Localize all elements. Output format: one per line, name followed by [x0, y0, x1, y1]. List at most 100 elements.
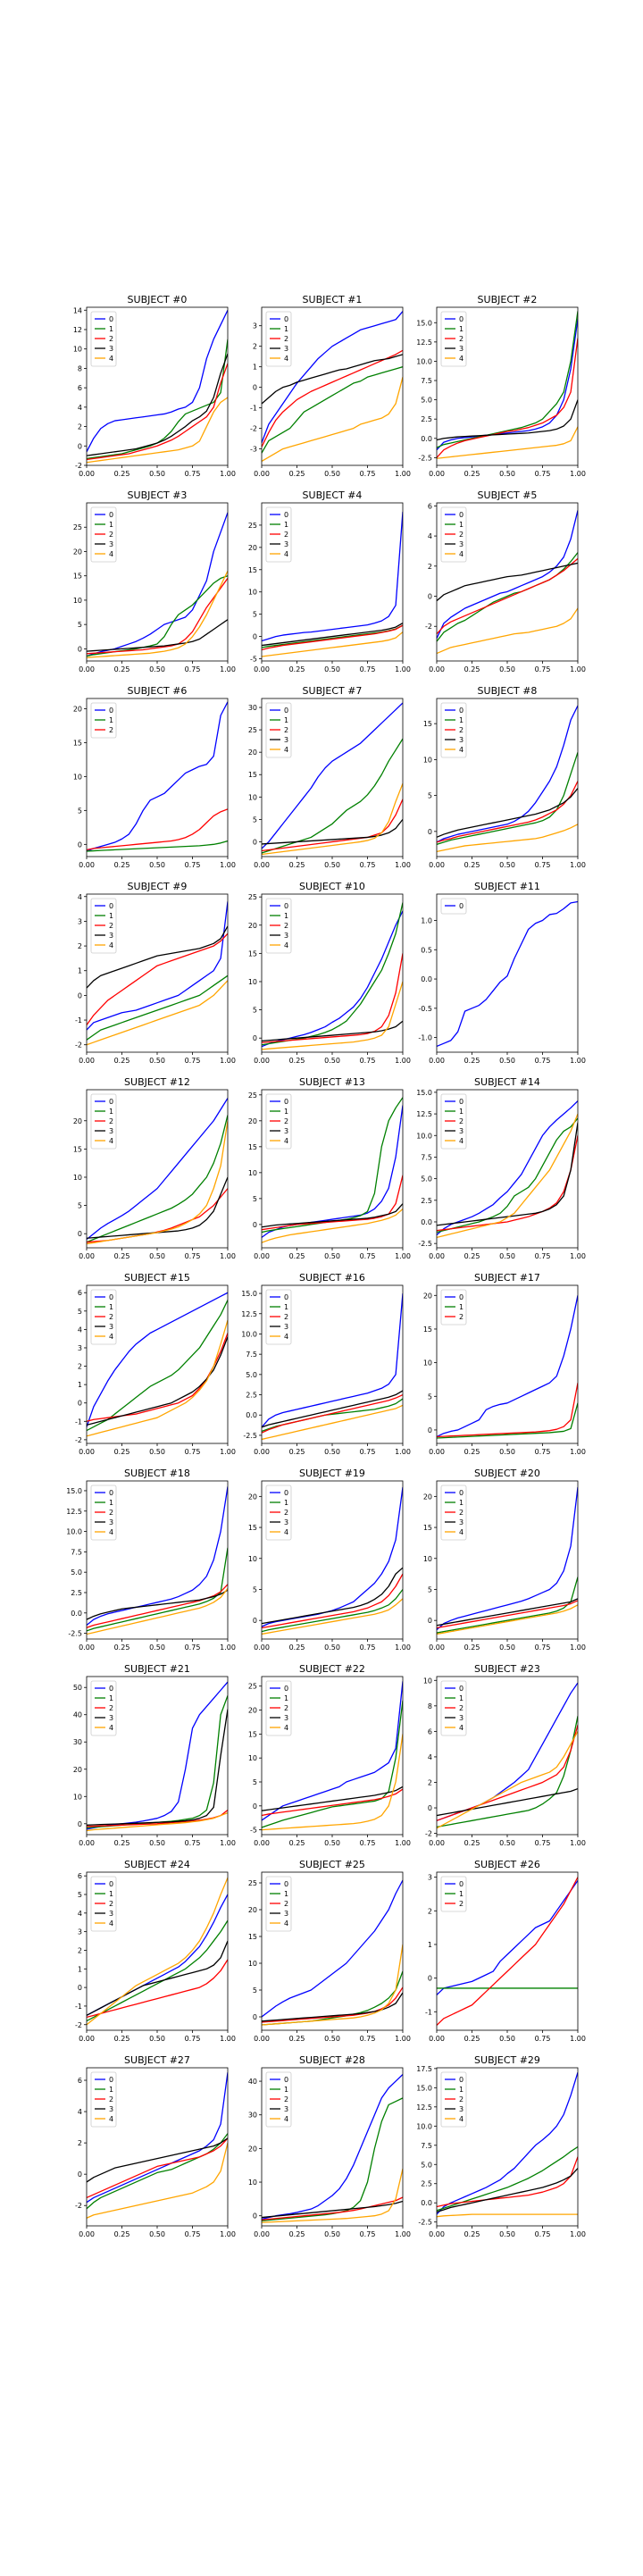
subplot-title: SUBJECT #28 — [299, 2054, 365, 2066]
series-line-3 — [437, 1598, 578, 1627]
legend-label: 4 — [459, 1137, 463, 1145]
y-tick-label: 0 — [253, 1221, 257, 1229]
x-tick-label: 0.50 — [324, 1057, 340, 1065]
x-tick-label: 0.00 — [429, 1448, 445, 1456]
subplot-title: SUBJECT #16 — [299, 1272, 365, 1284]
subplot-title: SUBJECT #27 — [124, 2054, 190, 2066]
legend-label: 0 — [284, 1880, 288, 1888]
y-tick-label: 15 — [248, 949, 257, 958]
series-line-2 — [87, 1810, 228, 1827]
legend-label: 1 — [459, 1303, 463, 1311]
subplot-title: SUBJECT #4 — [303, 489, 363, 501]
y-tick-label: 3 — [78, 1928, 82, 1936]
legend-label: 4 — [459, 2115, 463, 2123]
y-tick-label: -1 — [75, 2003, 82, 2011]
legend-label: 1 — [109, 325, 113, 333]
y-tick-label: -2 — [75, 1436, 82, 1444]
series-line-2 — [262, 1788, 403, 1817]
series-line-2 — [262, 349, 403, 447]
y-tick-label: 15.0 — [416, 2084, 432, 2092]
x-tick-label: 0.25 — [464, 861, 480, 869]
x-tick-label: 0.75 — [535, 1057, 551, 1065]
series-line-2 — [437, 1877, 578, 2026]
series-line-4 — [262, 631, 403, 657]
y-tick-label: -1.0 — [418, 1034, 432, 1042]
y-tick-label: 5 — [253, 1585, 257, 1593]
x-tick-label: 1.00 — [570, 1252, 586, 1260]
y-tick-label: 0 — [78, 1820, 82, 1828]
y-tick-label: 2 — [78, 1363, 82, 1371]
subplot-subject-29: SUBJECT #29 -2.5 0.0 2.5 5.0 7.5 10.0 12.5 15.0 1… — [416, 2054, 586, 2238]
series-line-1 — [262, 366, 403, 454]
y-tick-label: 12.5 — [416, 1110, 432, 1118]
series-group — [262, 1681, 403, 1831]
legend-label: 4 — [109, 2115, 113, 2123]
x-tick-label: 0.50 — [324, 1839, 340, 1847]
legend-label: 0 — [284, 902, 288, 910]
series-line-2 — [262, 1573, 403, 1629]
x-tick-label: 0.50 — [149, 665, 165, 673]
y-tick-label: 15.0 — [66, 1487, 82, 1495]
legend-label: 3 — [284, 345, 288, 353]
series-line-0 — [87, 901, 228, 1031]
y-tick-label: 4 — [78, 2108, 82, 2116]
legend-label: 4 — [459, 1528, 463, 1536]
legend-label: 4 — [109, 1137, 113, 1145]
subplot-title: SUBJECT #12 — [124, 1076, 190, 1088]
y-tick-label: 10 — [248, 1169, 257, 1177]
legend-label: 4 — [459, 550, 463, 558]
x-tick-label: 1.00 — [570, 861, 586, 869]
subplot-title: SUBJECT #13 — [299, 1076, 365, 1088]
x-tick-label: 0.75 — [360, 470, 376, 478]
legend-label: 3 — [284, 932, 288, 940]
legend-label: 1 — [109, 1694, 113, 1702]
y-tick-label: 20 — [248, 544, 257, 552]
x-tick-label: 0.50 — [149, 2035, 165, 2043]
legend-label: 2 — [284, 922, 288, 930]
legend-label: 0 — [109, 1293, 113, 1301]
subplot-title: SUBJECT #22 — [299, 1663, 365, 1675]
y-tick-label: 0 — [78, 2170, 82, 2179]
series-group — [87, 1098, 228, 1245]
y-tick-label: 0.0 — [421, 1218, 432, 1226]
series-line-1 — [262, 2097, 403, 2221]
subplot-title: SUBJECT #5 — [478, 489, 538, 501]
x-tick-label: 0.50 — [149, 470, 165, 478]
y-tick-label: 3 — [428, 1874, 432, 1882]
y-tick-label: -1 — [250, 405, 257, 413]
y-tick-label: 4 — [78, 893, 82, 901]
y-tick-label: 1 — [253, 364, 257, 372]
series-line-4 — [437, 1731, 578, 1829]
series-line-4 — [87, 1877, 228, 2026]
x-tick-label: 0.25 — [464, 1057, 480, 1065]
series-line-2 — [262, 799, 403, 852]
x-tick-label: 0.25 — [464, 1643, 480, 1652]
x-tick-label: 1.00 — [220, 2035, 236, 2043]
x-tick-label: 0.50 — [324, 2230, 340, 2238]
y-tick-label: 0 — [78, 1400, 82, 1408]
y-tick-label: 20 — [423, 1493, 432, 1501]
y-tick-label: 0 — [253, 2013, 257, 2021]
legend-label: 4 — [284, 1528, 288, 1536]
y-tick-label: 0 — [253, 384, 257, 392]
subplot-title: SUBJECT #25 — [299, 1859, 365, 1870]
y-tick-label: -2.5 — [418, 1240, 432, 1248]
x-tick-label: 0.25 — [464, 470, 480, 478]
y-tick-label: 0.0 — [421, 2199, 432, 2207]
y-tick-label: 7.5 — [421, 1153, 432, 1161]
subplot-subject-14: SUBJECT #14 -2.5 0.0 2.5 5.0 7.5 10.0 12.5 15.0 0… — [416, 1076, 586, 1260]
x-tick-label: 0.50 — [324, 1643, 340, 1652]
legend-label: 2 — [284, 726, 288, 734]
x-tick-label: 1.00 — [395, 1448, 411, 1456]
x-tick-label: 0.75 — [360, 1057, 376, 1065]
x-tick-label: 1.00 — [220, 470, 236, 478]
x-tick-label: 0.75 — [535, 1839, 551, 1847]
